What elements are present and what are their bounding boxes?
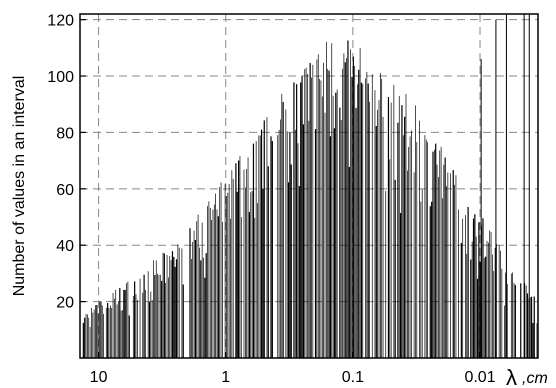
x-tick-label: 0.1 (342, 369, 364, 386)
x-tick-labels: 10 1 0.1 0.01 (90, 369, 496, 386)
y-tick-labels: 20 40 60 80 100 120 (47, 13, 74, 312)
y-axis-title: Number of values in an interval (11, 76, 28, 297)
y-tick-label: 120 (47, 13, 74, 30)
x-tick-label: 0.01 (464, 369, 495, 386)
y-tick-label: 80 (56, 125, 74, 142)
x-axis-unit: ,cm (522, 370, 548, 387)
axis-ticks (80, 19, 481, 358)
y-tick-label: 100 (47, 69, 74, 86)
y-tick-label: 60 (56, 182, 74, 199)
histogram-bars (82, 14, 538, 358)
y-tick-label: 40 (56, 238, 74, 255)
x-axis-symbol: λ (506, 365, 517, 388)
x-axis-title: λ ,cm (506, 365, 548, 388)
x-tick-label: 1 (221, 369, 230, 386)
plot-frame (79, 13, 539, 359)
x-tick-label: 10 (90, 369, 108, 386)
y-tick-label: 20 (56, 295, 74, 312)
